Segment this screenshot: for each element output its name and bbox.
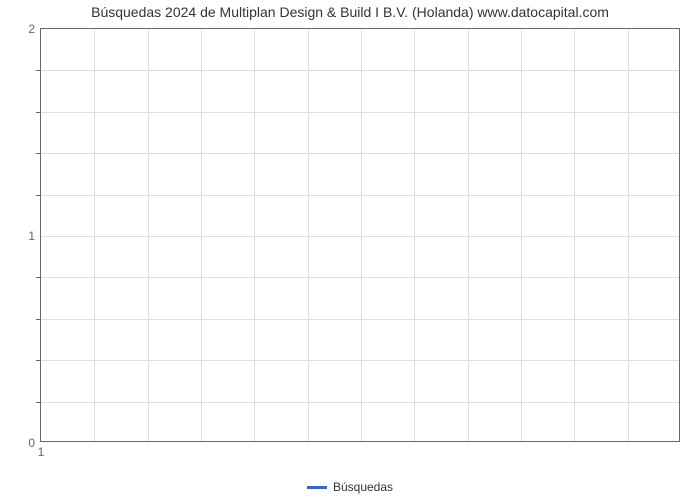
gridline-vertical (414, 29, 415, 441)
y-axis-minor-tick (36, 319, 41, 320)
gridline-horizontal (41, 70, 679, 71)
gridline-horizontal (41, 360, 679, 361)
y-axis-minor-tick (36, 153, 41, 154)
chart-container: Búsquedas 2024 de Multiplan Design & Bui… (0, 0, 700, 500)
gridline-vertical (201, 29, 202, 441)
gridline-vertical (574, 29, 575, 441)
gridline-vertical (468, 29, 469, 441)
y-axis-minor-tick (36, 195, 41, 196)
gridline-horizontal (41, 236, 679, 237)
gridline-horizontal (41, 153, 679, 154)
y-axis-minor-tick (36, 70, 41, 71)
gridline-vertical (254, 29, 255, 441)
y-axis-tick-label: 1 (28, 229, 41, 243)
gridline-horizontal (41, 402, 679, 403)
legend-label: Búsquedas (333, 480, 393, 494)
y-axis-minor-tick (36, 277, 41, 278)
gridline-vertical (628, 29, 629, 441)
chart-legend: Búsquedas (0, 479, 700, 494)
gridline-vertical (361, 29, 362, 441)
x-axis-tick-label: 1 (38, 441, 45, 459)
gridline-horizontal (41, 112, 679, 113)
gridline-vertical (521, 29, 522, 441)
y-axis-minor-tick (36, 402, 41, 403)
y-axis-minor-tick (36, 112, 41, 113)
legend-swatch (307, 486, 327, 489)
gridline-horizontal (41, 277, 679, 278)
chart-title: Búsquedas 2024 de Multiplan Design & Bui… (0, 4, 700, 20)
gridline-horizontal (41, 319, 679, 320)
y-axis-tick-label: 2 (28, 22, 41, 36)
chart-plot-area: 0121 (40, 28, 680, 442)
gridline-vertical (308, 29, 309, 441)
gridline-vertical (94, 29, 95, 441)
gridline-vertical (148, 29, 149, 441)
y-axis-minor-tick (36, 360, 41, 361)
gridline-horizontal (41, 195, 679, 196)
